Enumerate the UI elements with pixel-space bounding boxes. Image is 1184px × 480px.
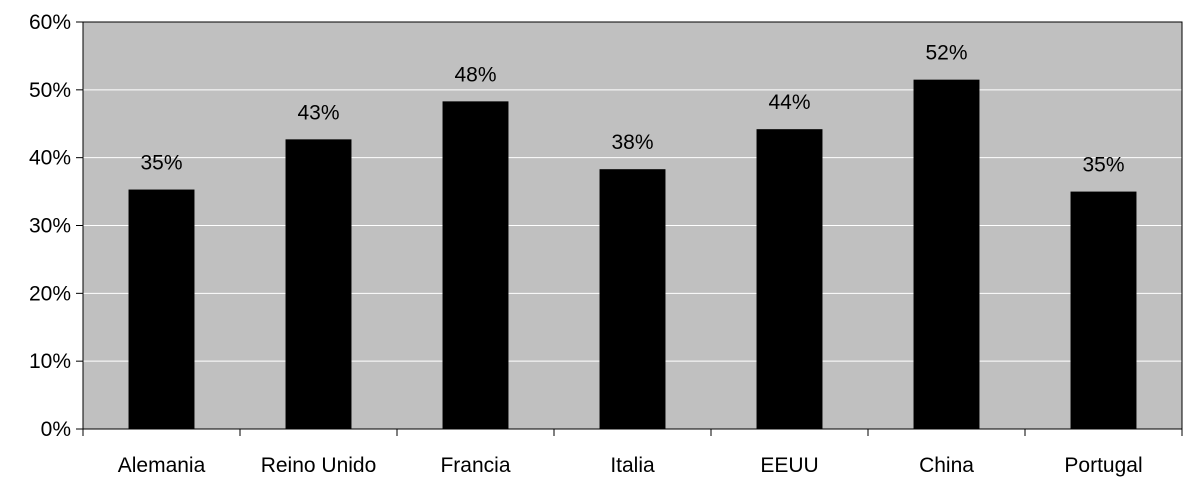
bar <box>128 189 195 429</box>
bar <box>285 139 352 429</box>
x-tick-label: EEUU <box>760 454 818 477</box>
bar <box>1070 191 1137 429</box>
data-label: 38% <box>611 131 653 154</box>
bar <box>913 79 980 430</box>
y-tick-label: 20% <box>29 282 71 305</box>
axes <box>76 21 1183 436</box>
data-label: 43% <box>297 101 339 124</box>
x-tick-label: China <box>919 454 974 477</box>
data-label: 35% <box>1082 154 1124 177</box>
x-tick-label: Portugal <box>1064 454 1142 477</box>
plot-border <box>82 21 1183 430</box>
y-tick-label: 40% <box>29 147 71 170</box>
y-tick-label: 60% <box>29 11 71 34</box>
data-label: 48% <box>454 63 496 86</box>
bar <box>756 129 823 429</box>
y-tick-label: 50% <box>29 79 71 102</box>
bar <box>442 101 509 430</box>
data-label: 35% <box>140 152 182 175</box>
y-axis-tick-labels: 0% 10% 20% 30% 40% 50% 60% <box>29 11 71 441</box>
data-labels: 35% 43% 48% 38% 44% 52% 35% <box>140 42 1124 177</box>
y-tick-label: 0% <box>41 418 71 441</box>
x-tick-label: Alemania <box>118 454 206 477</box>
y-tick-label: 10% <box>29 350 71 373</box>
x-tick-label: Francia <box>440 454 510 477</box>
bars <box>128 79 1137 430</box>
y-tick-label: 30% <box>29 215 71 238</box>
x-tick-label: Italia <box>610 454 655 477</box>
x-axis-tick-labels: Alemania Reino Unido Francia Italia EEUU Chin… <box>118 454 1143 477</box>
data-label: 52% <box>925 42 967 65</box>
x-tick-label: Reino Unido <box>261 454 377 477</box>
bar <box>599 169 666 429</box>
data-label: 44% <box>768 91 810 114</box>
